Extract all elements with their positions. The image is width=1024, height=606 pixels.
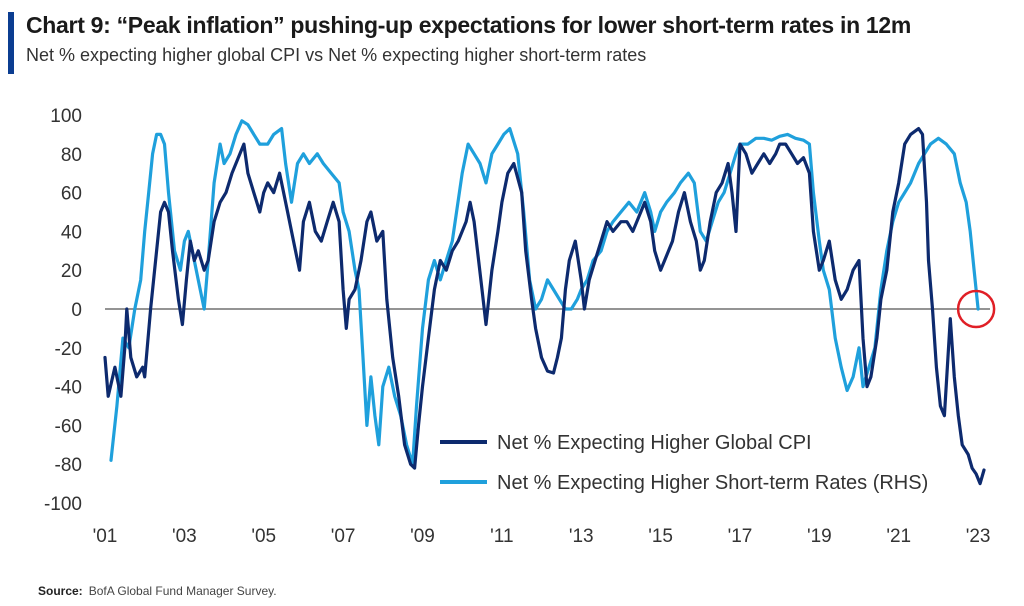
x-tick-label: '23 (966, 526, 991, 547)
legend-label-cpi: Net % Expecting Higher Global CPI (497, 432, 812, 454)
x-tick-label: '09 (410, 526, 435, 547)
x-tick-label: '13 (569, 526, 594, 547)
x-tick-label: '11 (490, 526, 513, 547)
source-text: BofA Global Fund Manager Survey. (88, 584, 277, 598)
annotation-circle (956, 289, 996, 329)
source-note: Source: BofA Global Fund Manager Survey. (38, 584, 277, 598)
chart-title: Chart 9: “Peak inflation” pushing-up exp… (26, 12, 912, 38)
legend-label-rates: Net % Expecting Higher Short-term Rates … (497, 472, 928, 494)
x-tick-label: '07 (331, 526, 356, 547)
y-tick-label: 40 (61, 222, 82, 243)
source-label: Source: (38, 584, 83, 598)
y-tick-label: 20 (61, 261, 82, 282)
y-tick-label: 0 (71, 300, 82, 321)
y-tick-label: 60 (61, 184, 82, 205)
y-tick-label: 80 (61, 145, 82, 166)
y-tick-label: 100 (50, 106, 82, 127)
x-tick-label: '19 (807, 526, 832, 547)
y-tick-label: -100 (44, 494, 82, 515)
series-line-cpi (103, 127, 986, 486)
x-tick-label: '17 (728, 526, 753, 547)
legend: Net % Expecting Higher Global CPI Net % E… (440, 432, 928, 494)
chart-subtitle: Net % expecting higher global CPI vs Net… (26, 45, 647, 65)
y-tick-label: -60 (55, 416, 82, 437)
series-layer (103, 119, 986, 486)
y-tick-label: -80 (55, 455, 82, 476)
series-line-rates (109, 119, 980, 466)
x-tick-label: '05 (251, 526, 276, 547)
x-tick-label: '03 (172, 526, 197, 547)
x-tick-label: '21 (886, 526, 911, 547)
x-tick-label: '01 (93, 526, 118, 547)
y-tick-label: -20 (55, 339, 82, 360)
x-axis-ticks: '01 '03 '05 '07 '09 '11 '13 '15 '17 '19 '21 '23 (93, 526, 991, 547)
y-axis-ticks: 100 80 60 40 20 0 -20 -40 -60 -80 -100 (44, 106, 82, 515)
accent-bar (8, 12, 14, 74)
y-tick-label: -40 (55, 378, 82, 399)
x-tick-label: '15 (648, 526, 673, 547)
